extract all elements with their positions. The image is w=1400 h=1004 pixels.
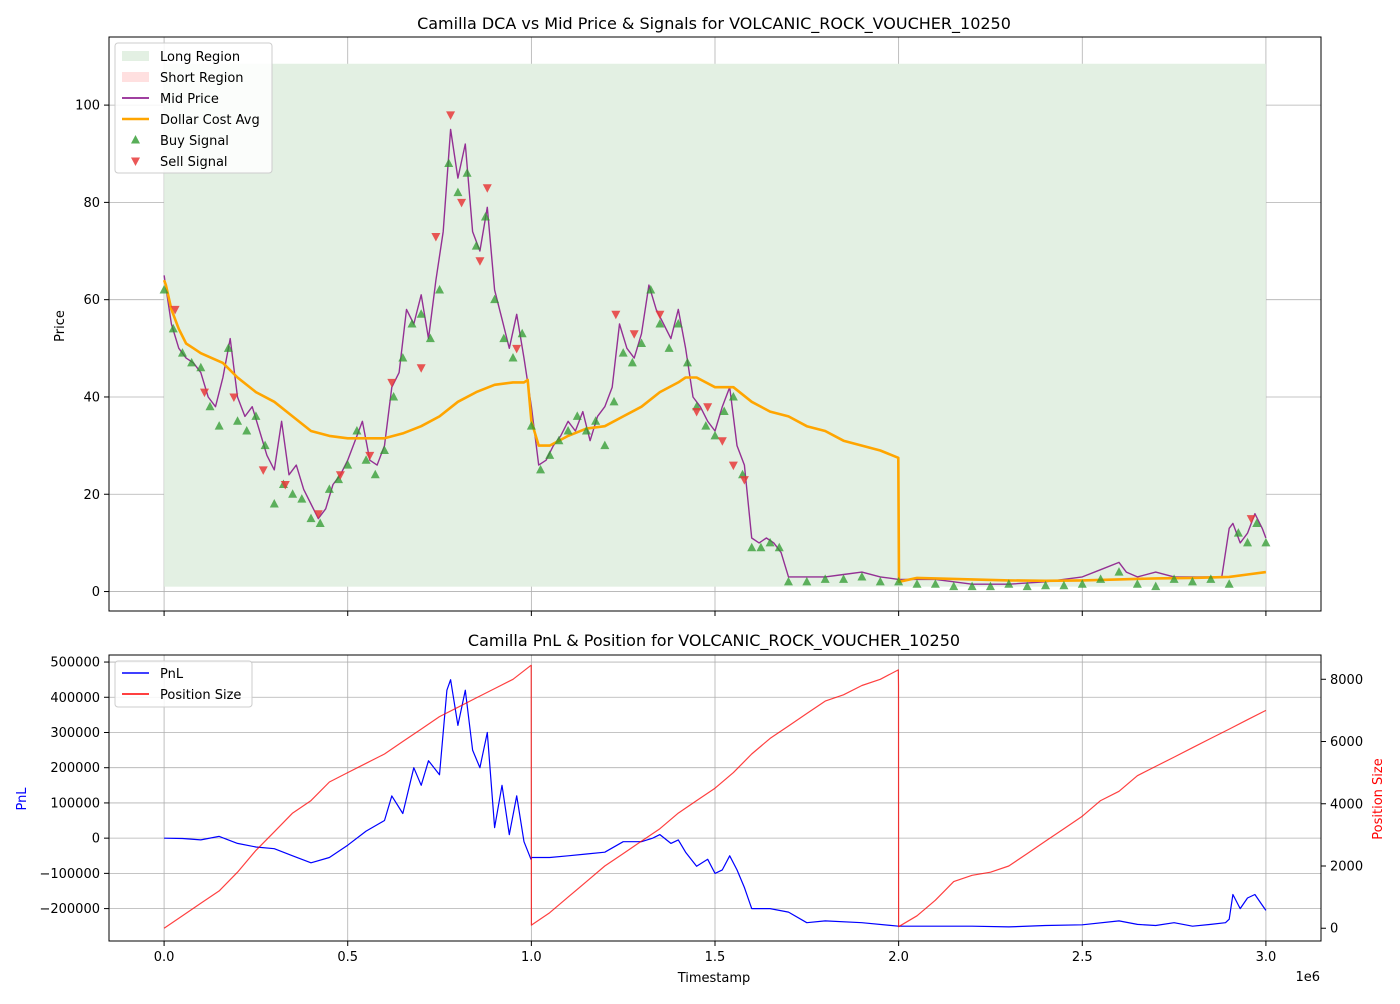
top-y-tick-label: 20 <box>83 488 100 503</box>
bottom-y-tick-label: 100000 <box>50 796 100 811</box>
bottom-y2-tick-label: 8000 <box>1330 673 1363 688</box>
bottom-chart-legend[interactable]: PnL Position Size <box>115 661 252 707</box>
bottom-x-tick-label: 2.5 <box>1072 950 1093 965</box>
bottom-x-tick-label: 0.5 <box>337 950 358 965</box>
legend-pnl-label: PnL <box>160 667 184 682</box>
top-chart-title: Camilla DCA vs Mid Price & Signals for V… <box>417 14 1011 34</box>
long-region-band <box>164 64 1266 587</box>
legend-short-region-label: Short Region <box>160 71 244 86</box>
bottom-x-tick-label: 3.0 <box>1256 950 1277 965</box>
bottom-y-tick-label: 500000 <box>50 656 100 671</box>
bottom-y-tick-label: −200000 <box>39 902 100 917</box>
legend-position-size-label: Position Size <box>160 688 241 703</box>
legend-dollar-cost-avg-label: Dollar Cost Avg <box>160 113 260 128</box>
legend-short-region-swatch <box>122 72 149 82</box>
bottom-y2-tick-label: 0 <box>1330 922 1338 937</box>
top-y-tick-label: 100 <box>75 99 100 114</box>
legend-sell-signal-label: Sell Signal <box>160 155 228 170</box>
top-chart-y-axis-label: Price <box>53 310 68 342</box>
bottom-y-tick-label: 200000 <box>50 761 100 776</box>
bottom-y2-tick-label: 2000 <box>1330 859 1363 874</box>
legend-long-region-swatch <box>122 51 149 61</box>
bottom-y-tick-label: 400000 <box>50 691 100 706</box>
bottom-y-tick-label: −100000 <box>39 867 100 882</box>
bottom-chart-y2-axis-label: Position Size <box>1371 758 1386 839</box>
bottom-x-tick-label: 2.0 <box>888 950 909 965</box>
legend-mid-price-label: Mid Price <box>160 92 219 107</box>
bottom-x-tick-label: 1.5 <box>705 950 726 965</box>
legend-buy-signal-label: Buy Signal <box>160 134 229 149</box>
bottom-x-tick-label: 0.0 <box>154 950 175 965</box>
bottom-chart-title: Camilla PnL & Position for VOLCANIC_ROCK… <box>468 631 960 651</box>
bottom-chart-grid <box>109 655 1321 941</box>
bottom-chart-y-axis-label: PnL <box>15 787 30 811</box>
bottom-chart-x-axis-label: Timestamp <box>677 971 751 986</box>
bottom-x-tick-label: 1.0 <box>521 950 542 965</box>
top-chart-legend[interactable]: Long Region Short Region Mid Price Dollar C… <box>115 43 272 173</box>
top-y-tick-label: 0 <box>92 585 100 600</box>
legend-long-region-label: Long Region <box>160 50 240 65</box>
bottom-y-tick-label: 300000 <box>50 726 100 741</box>
top-chart: Camilla DCA vs Mid Price & Signals for V… <box>53 14 1321 616</box>
bottom-chart-x-offset-label: 1e6 <box>1295 970 1320 985</box>
bottom-y-tick-label: 0 <box>92 832 100 847</box>
bottom-chart: Camilla PnL & Position for VOLCANIC_ROCK… <box>15 631 1386 986</box>
bottom-y2-tick-label: 4000 <box>1330 797 1363 812</box>
top-chart-long-region <box>164 64 1266 587</box>
top-y-tick-label: 60 <box>83 293 100 308</box>
bottom-y2-tick-label: 6000 <box>1330 735 1363 750</box>
top-y-tick-label: 80 <box>83 196 100 211</box>
top-y-tick-label: 40 <box>83 390 100 405</box>
